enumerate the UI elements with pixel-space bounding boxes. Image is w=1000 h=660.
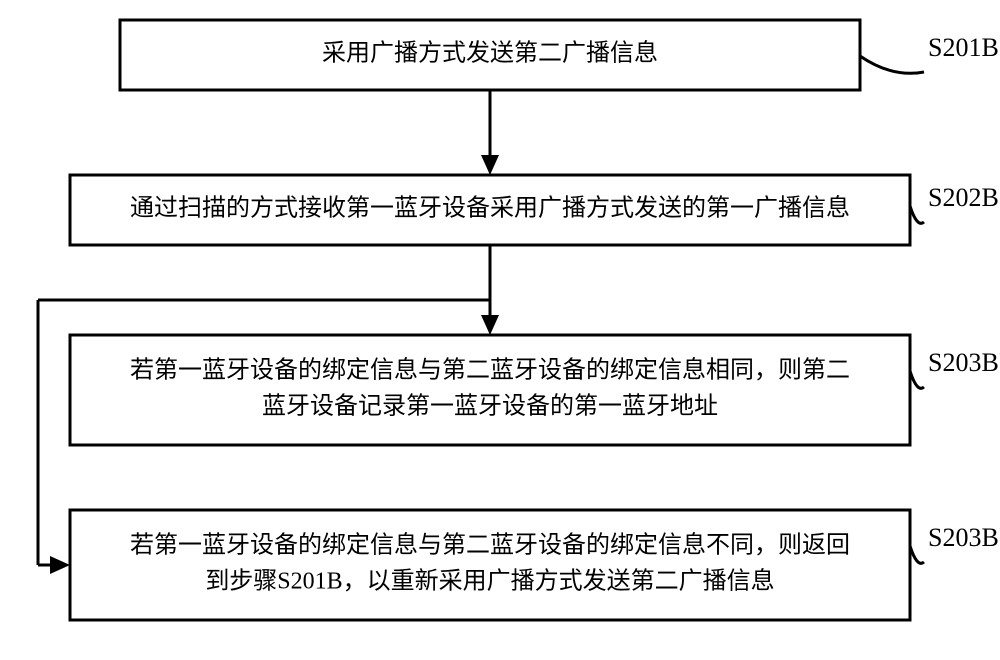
- flow-box-text: 蓝牙设备记录第一蓝牙设备的第一蓝牙地址: [262, 393, 718, 420]
- label-connector: [910, 546, 924, 563]
- flow-box-text: 采用广播方式发送第二广播信息: [322, 40, 658, 67]
- label-connector: [910, 206, 924, 223]
- flow-arrow-head: [481, 155, 499, 175]
- step-label: S203B'': [928, 523, 1000, 552]
- flow-box-rect: [70, 335, 910, 445]
- flow-arrow-head: [50, 556, 70, 574]
- flow-box-text: 到步骤S201B，以重新采用广播方式发送第二广播信息: [205, 568, 774, 595]
- flow-box-b1: 采用广播方式发送第二广播信息: [120, 20, 860, 90]
- step-label: S203B': [928, 348, 1000, 377]
- step-label: S202B: [928, 183, 999, 212]
- label-connector: [860, 56, 924, 73]
- flow-arrow-head: [481, 315, 499, 335]
- flow-box-rect: [70, 510, 910, 620]
- label-connector: [910, 371, 924, 388]
- flow-box-text: 若第一蓝牙设备的绑定信息与第二蓝牙设备的绑定信息相同，则第二: [130, 357, 850, 384]
- flow-box-b3: 若第一蓝牙设备的绑定信息与第二蓝牙设备的绑定信息相同，则第二蓝牙设备记录第一蓝牙…: [70, 335, 910, 445]
- flow-box-b4: 若第一蓝牙设备的绑定信息与第二蓝牙设备的绑定信息不同，则返回到步骤S201B，以…: [70, 510, 910, 620]
- flow-box-b2: 通过扫描的方式接收第一蓝牙设备采用广播方式发送的第一广播信息: [70, 175, 910, 245]
- step-label: S201B: [928, 33, 999, 62]
- flow-box-text: 若第一蓝牙设备的绑定信息与第二蓝牙设备的绑定信息不同，则返回: [130, 532, 850, 559]
- flow-box-text: 通过扫描的方式接收第一蓝牙设备采用广播方式发送的第一广播信息: [130, 195, 850, 222]
